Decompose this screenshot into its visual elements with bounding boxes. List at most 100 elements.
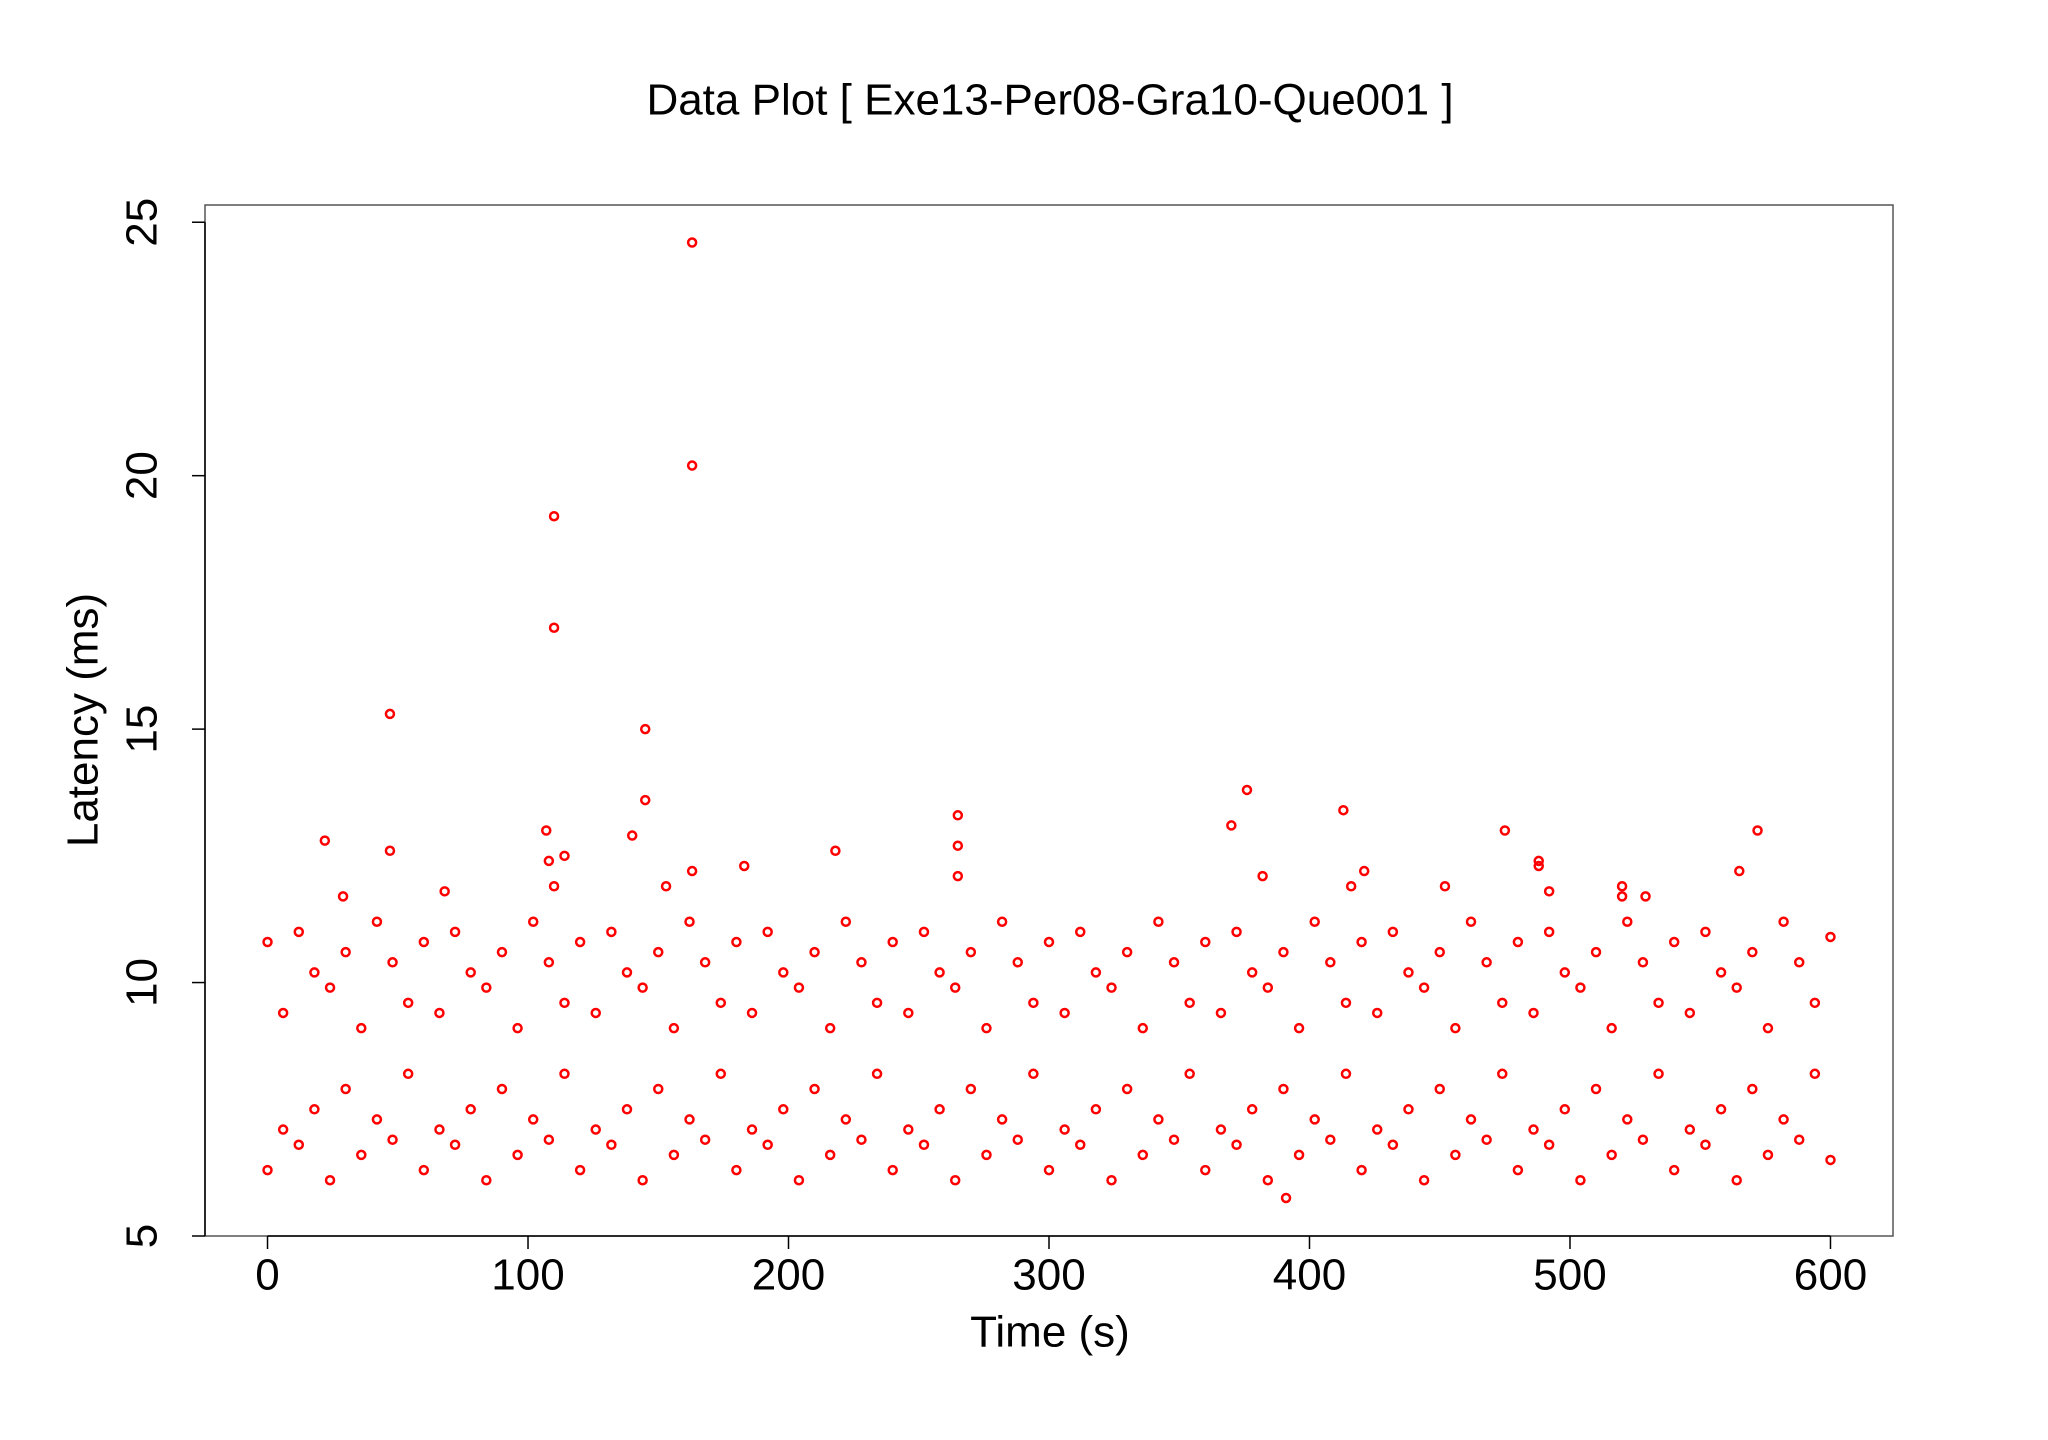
point — [262, 1164, 273, 1176]
point — [1293, 1022, 1305, 1034]
point — [1533, 855, 1544, 867]
point — [574, 1164, 586, 1176]
point — [590, 1124, 601, 1135]
point — [871, 997, 883, 1009]
point — [778, 967, 789, 978]
point — [1241, 784, 1253, 796]
y-tick-label: 15 — [118, 705, 167, 754]
point — [590, 1007, 601, 1019]
point — [1778, 916, 1789, 927]
point — [1762, 1022, 1774, 1034]
point — [996, 916, 1008, 927]
point — [715, 997, 727, 1009]
point — [1090, 967, 1102, 978]
point — [1809, 1068, 1821, 1080]
point — [606, 1139, 617, 1151]
point — [527, 1114, 539, 1125]
point — [1121, 946, 1133, 958]
y-axis-label: Latency (ms) — [59, 593, 108, 847]
point — [1668, 936, 1680, 948]
point — [653, 1083, 664, 1095]
point — [1715, 967, 1727, 978]
point — [952, 870, 964, 882]
point — [402, 997, 414, 1009]
point — [1606, 1022, 1617, 1034]
point — [918, 926, 930, 938]
y-tick-label: 5 — [118, 1224, 167, 1248]
point — [699, 957, 711, 968]
point — [1747, 946, 1758, 958]
point — [762, 926, 773, 938]
point — [1059, 1007, 1070, 1019]
point — [1262, 1174, 1274, 1186]
point — [1778, 1114, 1789, 1125]
point — [293, 926, 305, 938]
point — [1450, 1149, 1461, 1161]
point — [1106, 982, 1117, 993]
point — [1752, 825, 1763, 836]
point — [356, 1149, 367, 1161]
point — [496, 946, 508, 958]
point — [1340, 1068, 1352, 1080]
point — [262, 936, 273, 948]
point — [793, 1174, 805, 1186]
point — [559, 997, 570, 1009]
point — [1257, 870, 1268, 882]
point — [548, 622, 560, 633]
point — [1528, 1124, 1539, 1135]
point — [715, 1068, 727, 1080]
point — [1012, 1134, 1023, 1145]
point — [1309, 916, 1320, 927]
point — [1280, 1192, 1292, 1204]
point — [465, 1104, 476, 1115]
point — [965, 946, 977, 958]
point — [449, 1139, 461, 1151]
point — [309, 1104, 320, 1115]
x-axis-label: Time (s) — [970, 1308, 1130, 1357]
point — [746, 1007, 758, 1019]
point — [1309, 1114, 1320, 1125]
point — [1499, 825, 1511, 836]
point — [1434, 1083, 1445, 1095]
y-tick-label: 20 — [118, 451, 167, 500]
point — [449, 926, 461, 938]
point — [778, 1104, 789, 1115]
point — [1345, 881, 1357, 892]
point — [887, 936, 898, 948]
point — [1637, 957, 1649, 968]
point — [1700, 1139, 1711, 1151]
point — [686, 237, 698, 248]
point — [1684, 1007, 1696, 1019]
point — [434, 1124, 445, 1135]
y-tick-label: 25 — [118, 198, 167, 247]
point — [949, 982, 961, 993]
point — [543, 957, 555, 968]
point — [903, 1007, 914, 1019]
point — [1403, 1104, 1414, 1115]
point — [1640, 891, 1651, 902]
point — [1825, 931, 1836, 943]
point — [387, 957, 398, 968]
point — [1512, 936, 1524, 948]
point — [934, 1104, 945, 1115]
point — [746, 1124, 758, 1135]
point — [574, 936, 586, 948]
point — [1481, 1134, 1492, 1145]
point — [543, 1134, 555, 1145]
point — [324, 1174, 336, 1186]
point — [1075, 926, 1086, 938]
point — [371, 1114, 383, 1125]
point — [1434, 946, 1445, 958]
point — [1153, 1114, 1164, 1125]
point — [324, 982, 336, 993]
point — [887, 1164, 898, 1176]
point — [1215, 1124, 1227, 1135]
point — [1325, 957, 1336, 968]
point — [387, 1134, 398, 1145]
point — [684, 916, 695, 927]
point — [965, 1083, 977, 1095]
point — [1762, 1149, 1774, 1161]
point — [1700, 926, 1711, 938]
point — [402, 1068, 414, 1080]
point — [1793, 1134, 1805, 1145]
